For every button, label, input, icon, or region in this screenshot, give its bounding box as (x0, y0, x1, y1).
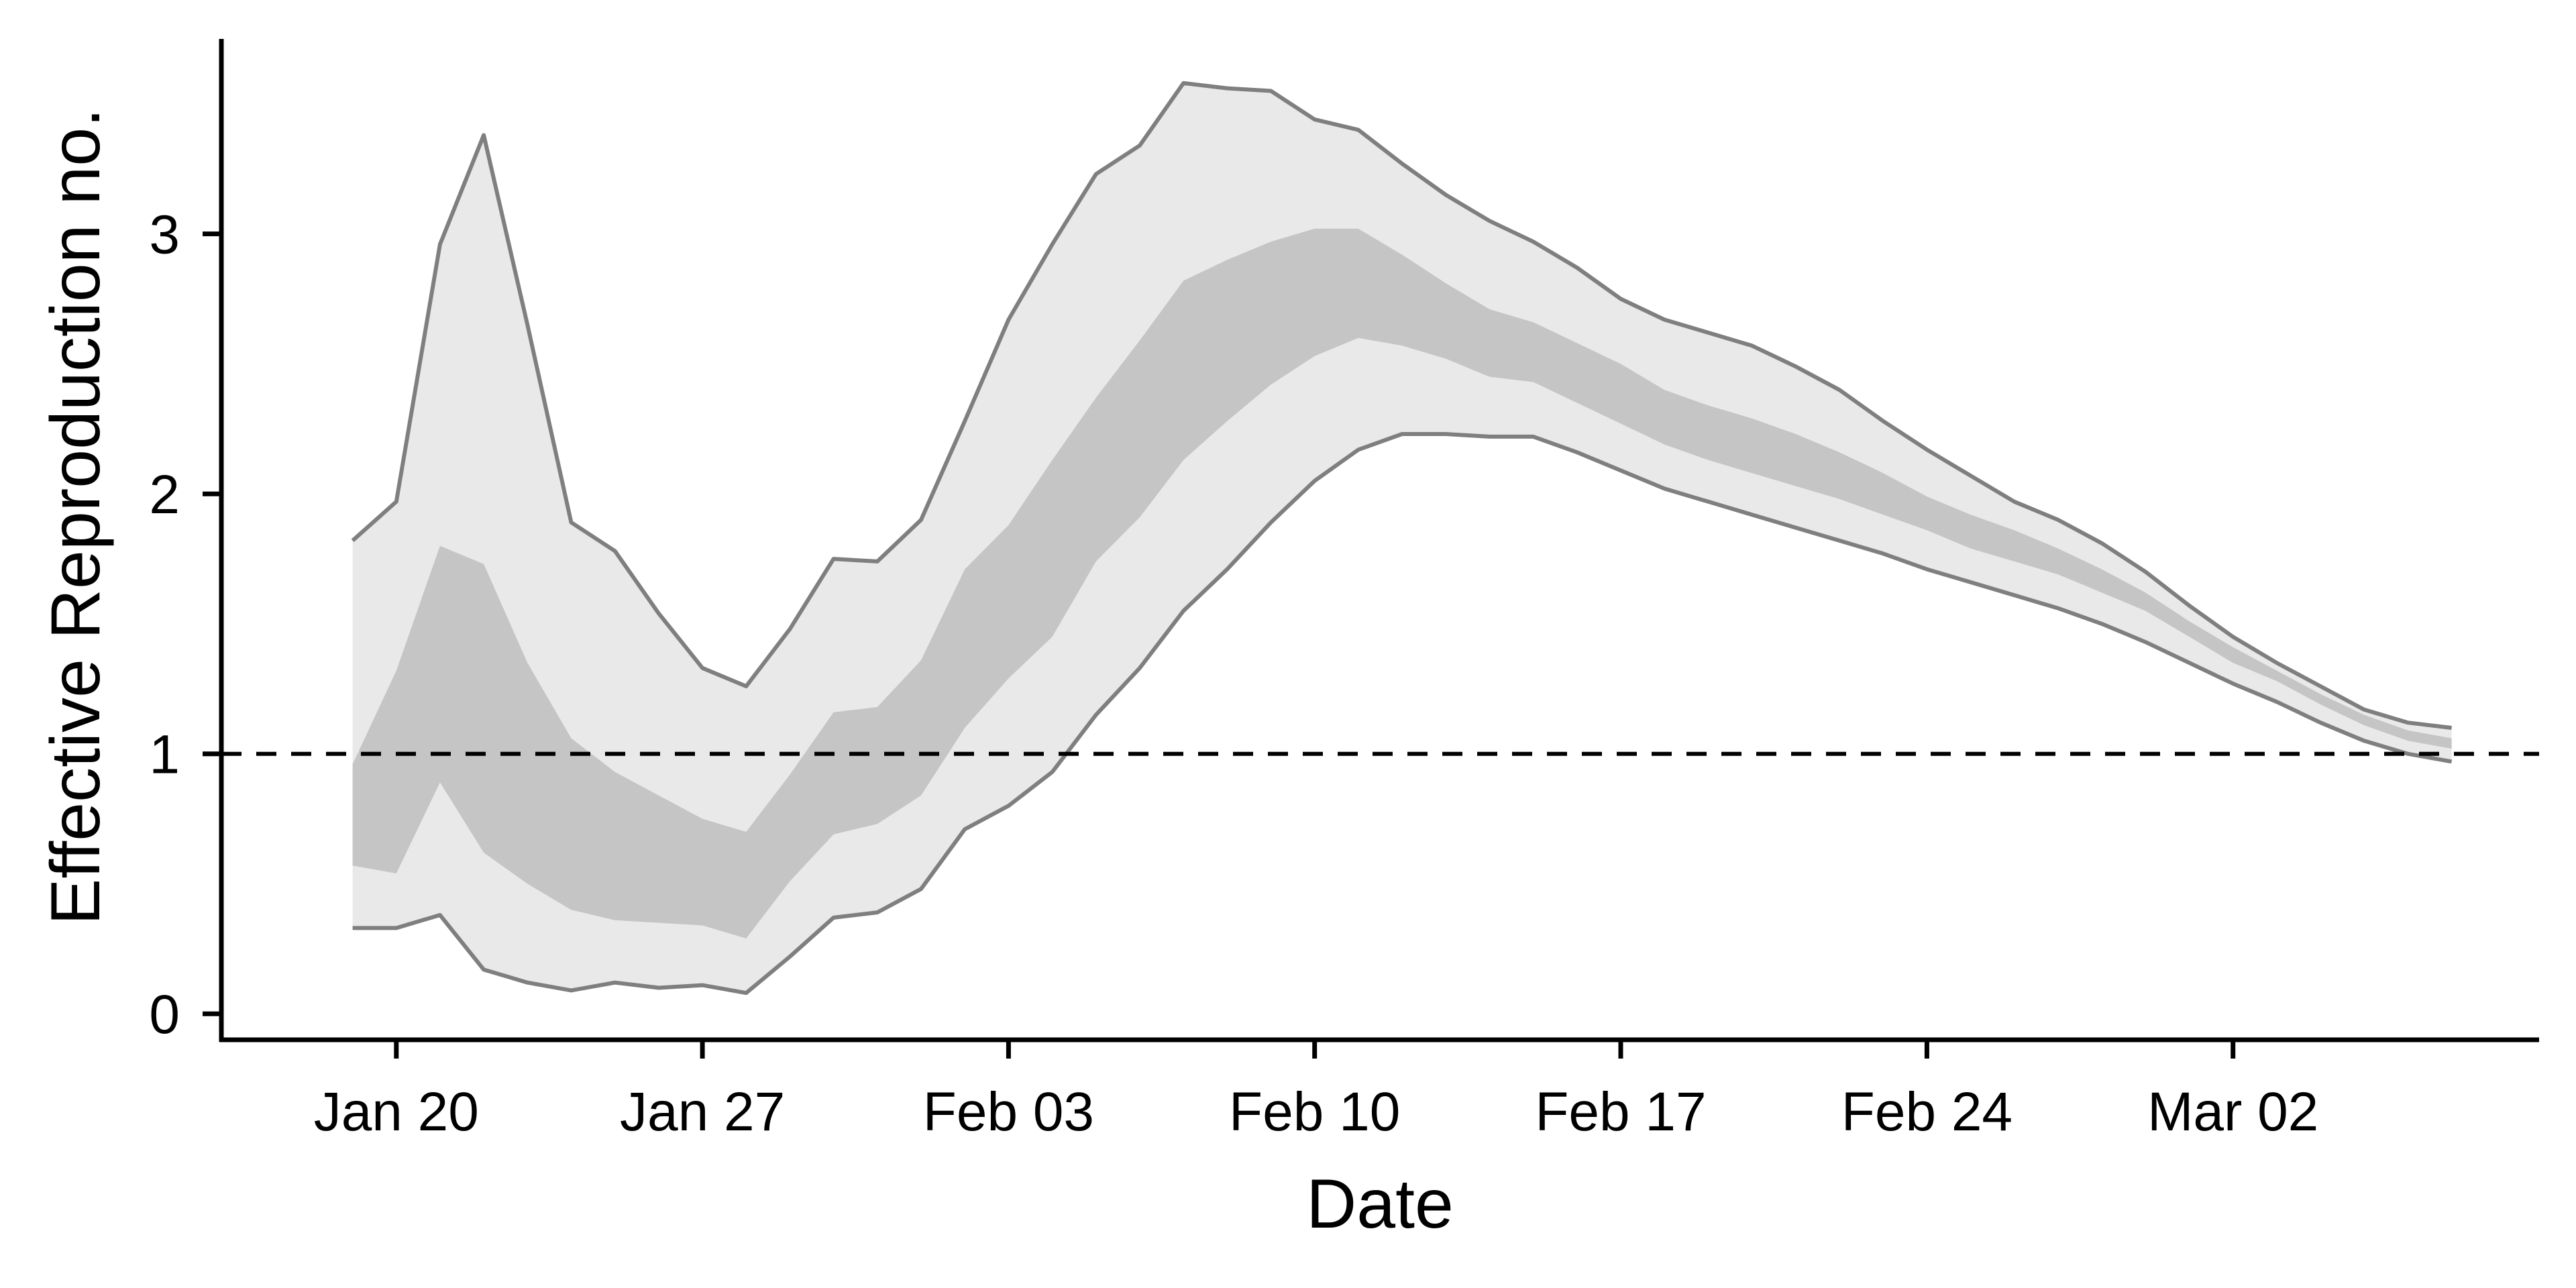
x-axis-title: Date (1306, 1165, 1454, 1243)
y-axis-title: Effective Reproduction no. (37, 108, 115, 925)
x-tick-label: Feb 24 (1841, 1081, 2012, 1142)
x-tick-label: Jan 27 (620, 1081, 785, 1142)
band-layer (351, 80, 2453, 996)
x-tick-label: Mar 02 (2147, 1081, 2318, 1142)
outer-band-lower-line (352, 432, 2453, 996)
y-ticks: 0 1 2 3 (149, 205, 221, 1045)
axes (219, 39, 2539, 1042)
y-tick-label: 3 (149, 205, 180, 266)
outer-band-upper-line (351, 80, 2452, 730)
y-tick-label: 2 (149, 464, 180, 525)
x-tick-label: Jan 20 (314, 1081, 479, 1142)
x-ticks: Jan 20 Jan 27 Feb 03 Feb 10 Feb 17 Feb 24 Mar … (314, 1040, 2318, 1142)
x-tick-label: Feb 03 (923, 1081, 1094, 1142)
y-tick-label: 0 (149, 984, 180, 1045)
y-tick-label: 1 (149, 724, 180, 786)
inner-band (352, 228, 2452, 938)
x-tick-label: Feb 17 (1535, 1081, 1706, 1142)
x-tick-label: Feb 10 (1229, 1081, 1400, 1142)
